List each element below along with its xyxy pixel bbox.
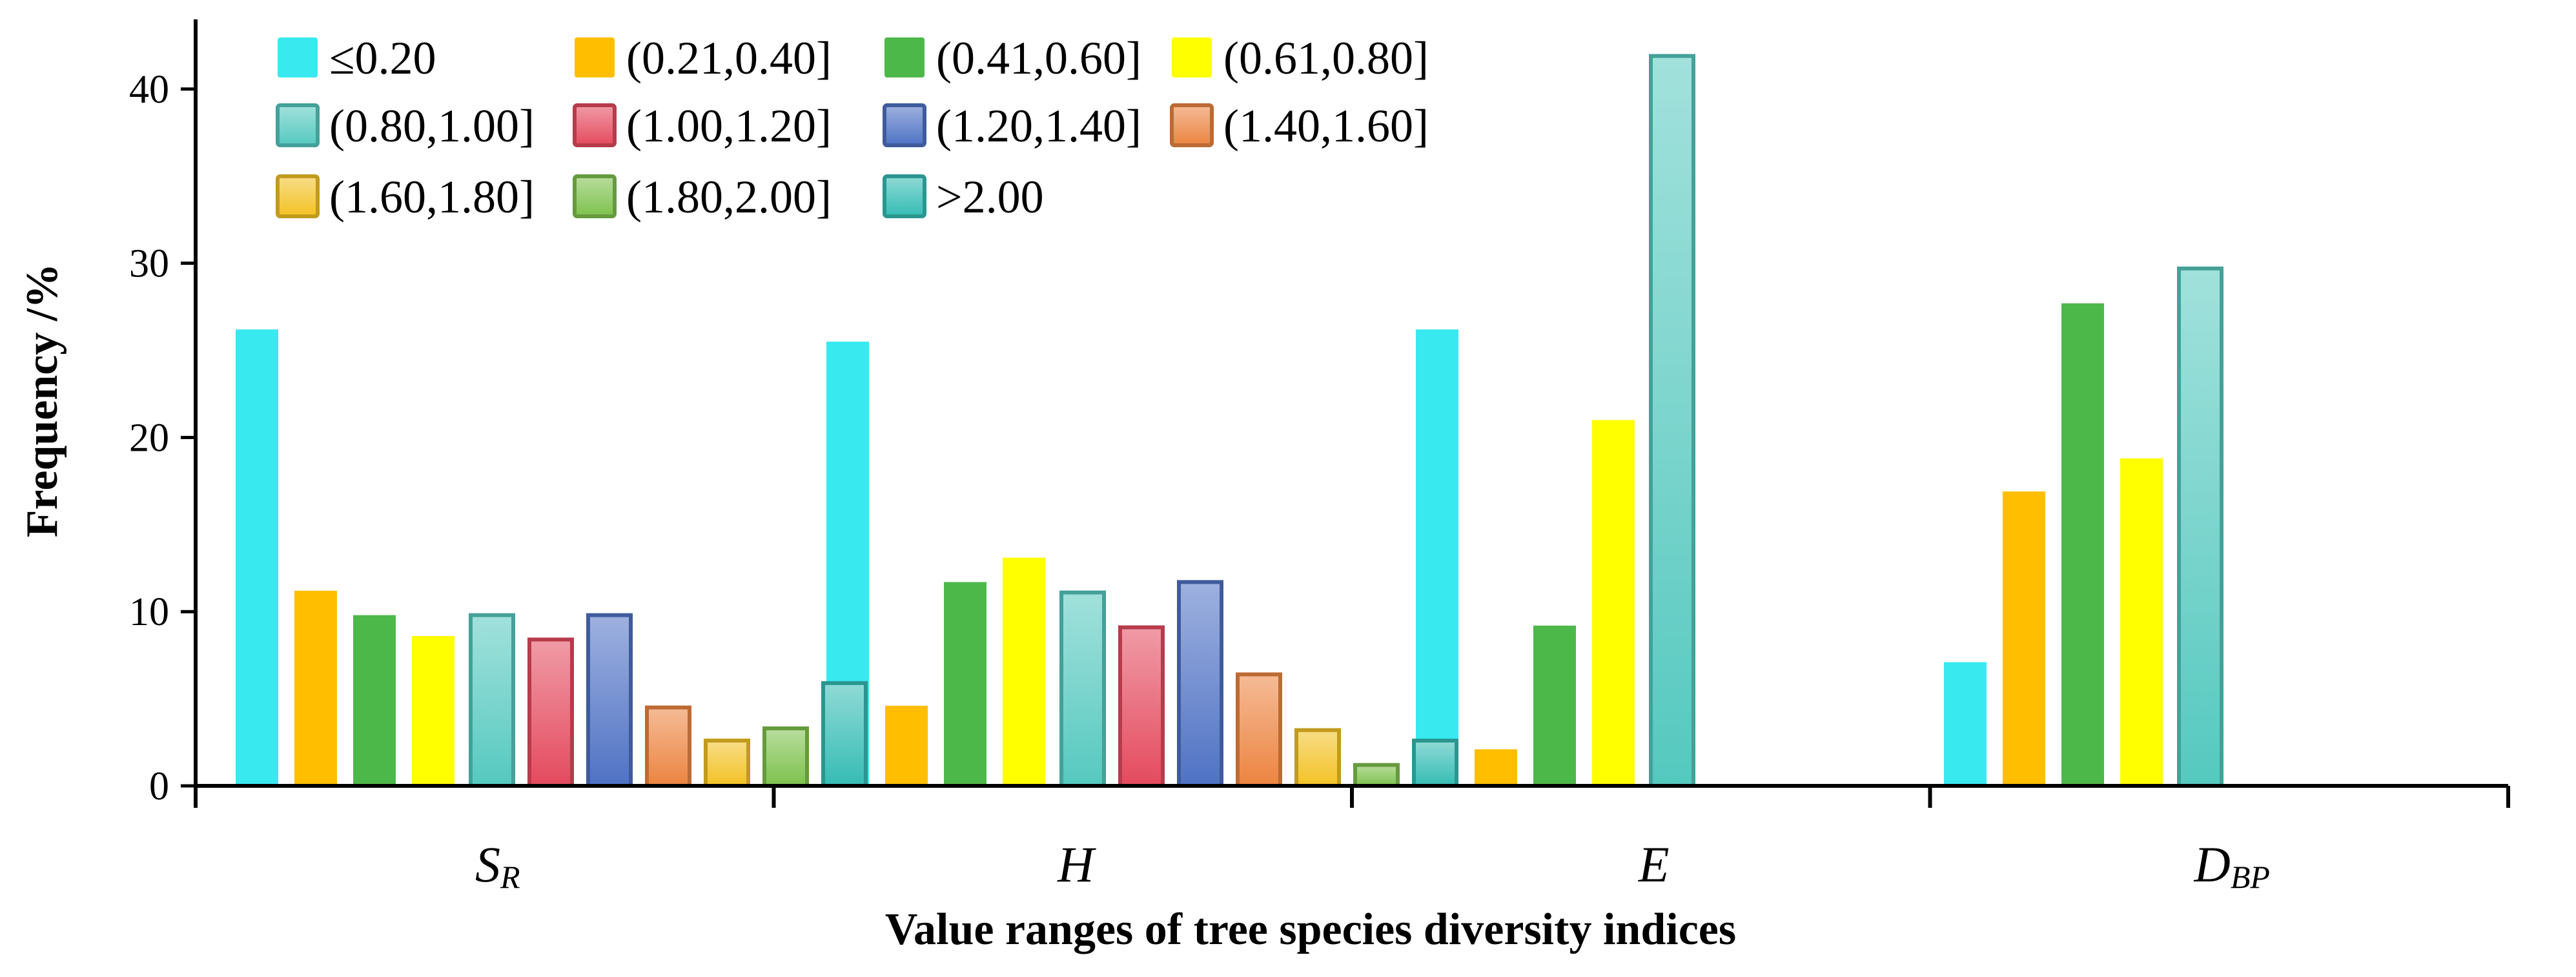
bar <box>1118 625 1165 788</box>
bar <box>1003 557 1045 786</box>
y-tick-label: 40 <box>129 68 169 112</box>
legend-label: (0.80,1.00] <box>329 100 535 152</box>
legend-swatch <box>573 174 617 218</box>
x-category-label: SR <box>475 836 520 895</box>
legend-swatch <box>575 37 615 77</box>
bar <box>645 705 691 788</box>
bar <box>1416 329 1458 787</box>
legend-label: (1.80,2.00] <box>626 171 832 223</box>
y-tick-label: 20 <box>129 416 169 460</box>
bar <box>1592 420 1635 786</box>
y-tick-label: 0 <box>149 765 169 808</box>
legend-label: (0.21,0.40] <box>626 32 832 84</box>
bar <box>1353 763 1400 788</box>
x-category-label: DBP <box>2194 836 2270 895</box>
x-category-label: H <box>1057 836 1096 892</box>
bar <box>1475 749 1517 786</box>
bar <box>353 615 396 786</box>
bar <box>1649 54 1695 788</box>
bar <box>469 613 515 788</box>
bar <box>294 590 337 786</box>
legend-swatch <box>1172 37 1212 77</box>
legend: ≤0.20 (0.21,0.40] (0.41,0.60] (0.61,0.80] (0… <box>276 32 1429 223</box>
bar <box>236 329 278 787</box>
bar <box>944 582 986 786</box>
legend-label: (1.60,1.80] <box>329 171 535 223</box>
bar <box>1059 590 1106 788</box>
x-category-label: E <box>1638 836 1670 892</box>
legend-swatch <box>883 174 926 218</box>
bar <box>412 635 455 786</box>
legend-label: (1.00,1.20] <box>626 100 832 152</box>
bar <box>821 681 868 788</box>
legend-swatch <box>883 103 926 147</box>
bars-layer <box>236 54 2223 788</box>
legend-label: (0.61,0.80] <box>1223 32 1429 84</box>
legend-swatch <box>276 103 320 147</box>
bar <box>1412 738 1458 788</box>
y-tick-label: 30 <box>129 242 169 286</box>
legend-label: ≤0.20 <box>329 32 436 84</box>
y-axis-title: Frequency /% <box>17 263 67 538</box>
x-categories: SR H E DBP <box>194 786 2510 895</box>
y-tick-label: 10 <box>129 590 169 634</box>
bar <box>885 705 928 786</box>
bar <box>762 726 809 788</box>
bar <box>1294 728 1341 788</box>
bar <box>2177 266 2223 788</box>
legend-swatch <box>1170 103 1214 147</box>
bar <box>1236 672 1282 788</box>
bar <box>1944 662 1987 786</box>
bar <box>2061 303 2104 786</box>
bar <box>1533 625 1576 786</box>
legend-swatch <box>278 37 318 77</box>
legend-swatch <box>573 103 617 147</box>
legend-swatch <box>884 37 925 77</box>
y-ticks: 0 10 20 30 40 <box>129 68 196 808</box>
legend-label: (1.20,1.40] <box>936 100 1141 152</box>
legend-label: (1.40,1.60] <box>1223 100 1429 152</box>
bar <box>1177 580 1223 788</box>
bar <box>2120 458 2163 786</box>
x-axis-title: Value ranges of tree species diversity i… <box>885 905 1736 954</box>
legend-swatch <box>276 174 320 218</box>
bar <box>2003 491 2045 786</box>
bar <box>586 613 633 788</box>
bar <box>527 637 574 788</box>
legend-label: >2.00 <box>936 171 1044 223</box>
bar <box>704 738 750 788</box>
legend-label: (0.41,0.60] <box>936 32 1141 84</box>
